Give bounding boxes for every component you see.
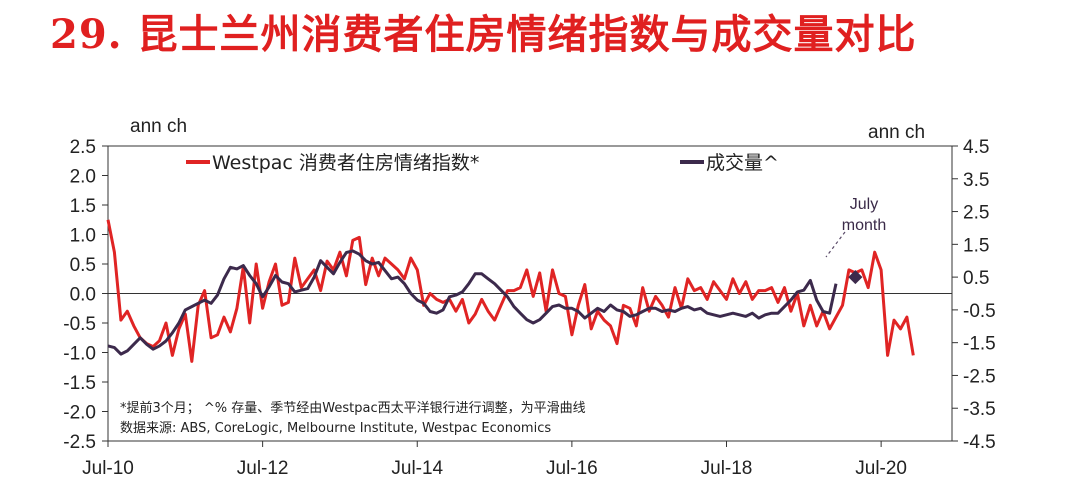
annotation-leader [825, 231, 846, 258]
chart-axes [102, 145, 958, 447]
y-right-tick-label: 0.5 [963, 268, 989, 289]
y-right-tick-label: 2.5 [963, 203, 989, 224]
y-right-tick-label: 4.5 [963, 137, 989, 158]
series-line-2 [107, 249, 838, 356]
y-right-tick-label: -3.5 [963, 399, 996, 420]
chart-note: *提前3个月； ^% 存量、季节经由Westpac西太平洋银行进行调整，为平滑曲… [120, 400, 586, 416]
y-right-tick-label: -1.5 [963, 334, 996, 355]
y-right-tick-label: -4.5 [963, 432, 996, 453]
left-unit-label: ann ch [130, 116, 187, 137]
series-line-1 [106, 219, 915, 363]
y-right-tick-label: 3.5 [963, 170, 989, 191]
y-left-tick-label: 2.0 [70, 167, 96, 188]
y-left-tick-label: 1.5 [70, 196, 96, 217]
chart-note: 数据来源: ABS, CoreLogic, Melbourne Institut… [120, 421, 551, 436]
x-tick-label: Jul-16 [546, 458, 598, 479]
x-tick-label: Jul-14 [391, 458, 443, 479]
y-left-tick-label: -0.5 [63, 314, 96, 335]
legend-label: 成交量^ [706, 152, 779, 174]
right-unit-label: ann ch [868, 122, 925, 143]
x-tick-label: Jul-10 [82, 458, 134, 479]
chart-labels: 2.5 2.0 1.5 1.0 0.5 0.0 -0.5 -1.0 -1.5 -2.0 -2.5 4.… [63, 116, 996, 479]
annotation-label: month [842, 217, 886, 234]
y-left-tick-label: -1.5 [63, 373, 96, 394]
y-left-tick-label: -1.0 [63, 344, 96, 365]
highlight-marker [848, 270, 863, 285]
x-tick-label: Jul-12 [237, 458, 289, 479]
slide-title: 29. 昆士兰州消费者住房情绪指数与成交量对比 [50, 11, 917, 58]
x-tick-label: Jul-18 [701, 458, 753, 479]
y-right-tick-label: 1.5 [963, 235, 989, 256]
y-right-tick-label: -2.5 [963, 366, 996, 387]
y-left-tick-label: 0.5 [70, 255, 96, 276]
y-left-tick-label: 1.0 [70, 226, 96, 247]
annotation-label: July [850, 196, 878, 213]
legend-label: Westpac 消费者住房情绪指数* [212, 152, 479, 174]
chart-series [106, 219, 915, 363]
y-right-tick-label: -0.5 [963, 301, 996, 322]
y-left-tick-label: -2.0 [63, 403, 96, 424]
x-tick-label: Jul-20 [855, 458, 907, 479]
y-left-tick-label: 0.0 [70, 285, 96, 306]
y-left-tick-label: 2.5 [70, 137, 96, 158]
y-left-tick-label: -2.5 [63, 432, 96, 453]
